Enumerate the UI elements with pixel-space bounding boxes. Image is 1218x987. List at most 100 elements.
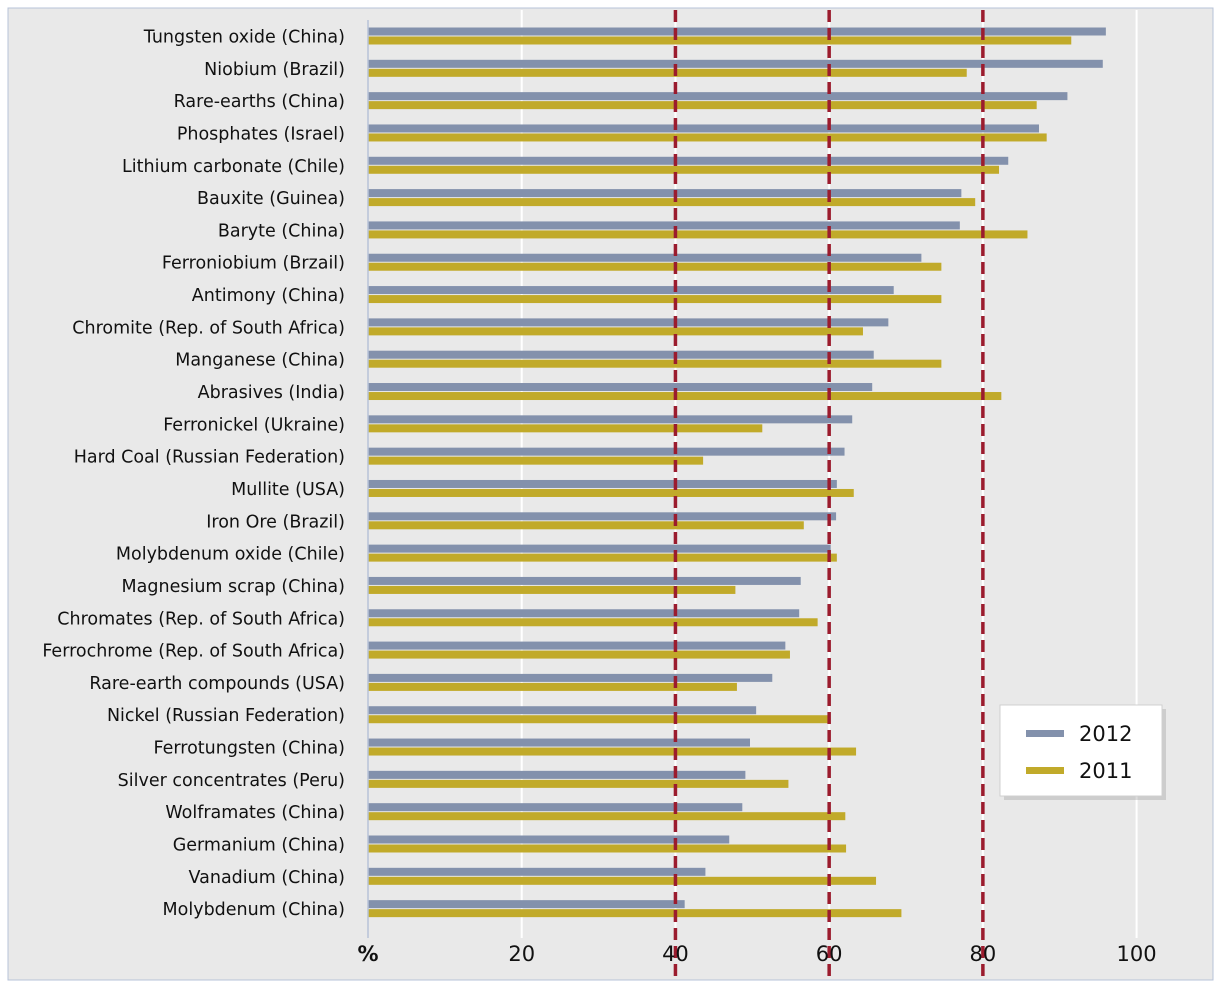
bar-2012 <box>368 867 706 876</box>
category-label: Chromates (Rep. of South Africa) <box>57 609 345 629</box>
legend-label-2012: 2012 <box>1079 722 1132 746</box>
bar-2011 <box>368 295 942 304</box>
bar-2012 <box>368 673 773 682</box>
bar-2011 <box>368 230 1028 239</box>
bar-2011 <box>368 456 704 465</box>
bar-2011 <box>368 133 1047 142</box>
bar-2012 <box>368 156 1009 165</box>
x-axis-unit-label: % <box>357 942 378 966</box>
x-tick-label: 20 <box>508 942 535 966</box>
category-label: Bauxite (Guinea) <box>197 189 345 209</box>
category-label: Chromite (Rep. of South Africa) <box>72 318 345 338</box>
legend-swatch-2012 <box>1026 730 1064 737</box>
bar-2011 <box>368 392 1002 401</box>
bar-2011 <box>368 488 854 497</box>
bar-2012 <box>368 641 786 650</box>
bar-2011 <box>368 101 1037 110</box>
category-label: Magnesium scrap (China) <box>122 577 345 597</box>
bar-2011 <box>368 844 847 853</box>
bar-2011 <box>368 198 976 207</box>
bar-2012 <box>368 221 960 230</box>
bar-2012 <box>368 738 750 747</box>
bar-2012 <box>368 350 874 359</box>
bar-2012 <box>368 92 1068 101</box>
category-labels: Tungsten oxide (China) Niobium (Brazil) Ra… <box>42 28 345 921</box>
bar-2011 <box>368 876 877 885</box>
category-label: Rare-earth compounds (USA) <box>89 674 345 694</box>
category-label: Manganese (China) <box>175 351 345 371</box>
bar-2012 <box>368 253 922 262</box>
legend: 2012 2011 <box>999 704 1166 800</box>
bar-2011 <box>368 682 737 691</box>
bar-2012 <box>368 59 1103 68</box>
category-label: Phosphates (Israel) <box>177 124 345 144</box>
category-label: Tungsten oxide (China) <box>143 28 345 48</box>
bar-2011 <box>368 36 1072 45</box>
bar-2012 <box>368 415 853 424</box>
bar-2012 <box>368 383 873 392</box>
category-label: Iron Ore (Brazil) <box>206 512 345 532</box>
bar-2011 <box>368 618 818 627</box>
category-label: Ferronickel (Ukraine) <box>163 415 345 435</box>
category-label: Abrasives (India) <box>198 383 345 403</box>
bar-2011 <box>368 715 828 724</box>
bar-2011 <box>368 553 837 562</box>
category-label: Ferroniobium (Brzail) <box>162 254 345 274</box>
category-label: Baryte (China) <box>218 221 345 241</box>
bar-2011 <box>368 812 846 821</box>
bar-2011 <box>368 585 736 594</box>
bar-2012 <box>368 447 845 456</box>
bar-2011 <box>368 747 857 756</box>
category-label: Vanadium (China) <box>189 868 345 888</box>
bar-2012 <box>368 706 757 715</box>
bar-2012 <box>368 318 889 327</box>
bar-2011 <box>368 68 967 77</box>
category-label: Nickel (Russian Federation) <box>107 706 345 726</box>
category-label: Mullite (USA) <box>231 480 345 500</box>
bar-2012 <box>368 576 801 585</box>
bar-2012 <box>368 803 743 812</box>
bar-2012 <box>368 770 746 779</box>
category-label: Ferrotungsten (China) <box>154 739 345 759</box>
bar-2012 <box>368 286 894 295</box>
legend-box <box>999 704 1163 797</box>
category-label: Rare-earths (China) <box>174 92 345 112</box>
bar-2012 <box>368 479 837 488</box>
bar-2012 <box>368 27 1106 36</box>
bar-2011 <box>368 650 790 659</box>
x-tick-label: 100 <box>1117 942 1157 966</box>
x-tick-label: 60 <box>816 942 843 966</box>
bar-2011 <box>368 262 942 271</box>
category-label: Silver concentrates (Peru) <box>118 771 345 791</box>
bar-2012 <box>368 544 831 553</box>
category-label: Molybdenum oxide (Chile) <box>116 545 345 565</box>
category-label: Germanium (China) <box>173 836 345 856</box>
legend-label-2011: 2011 <box>1079 759 1132 783</box>
bar-2011 <box>368 327 863 336</box>
x-axis: % 20 40 60 80 100 <box>357 20 1157 966</box>
bar-2012 <box>368 124 1039 133</box>
category-label: Wolframates (China) <box>165 803 345 823</box>
bar-2012 <box>368 835 730 844</box>
bars <box>368 27 1106 918</box>
category-label: Hard Coal (Russian Federation) <box>74 448 345 468</box>
category-label: Lithium carbonate (Chile) <box>122 157 345 177</box>
category-label: Molybdenum (China) <box>163 900 345 920</box>
bar-2011 <box>368 359 942 368</box>
bar-2011 <box>368 165 1000 174</box>
category-label: Antimony (China) <box>192 286 345 306</box>
bar-2012 <box>368 609 800 618</box>
category-label: Ferrochrome (Rep. of South Africa) <box>42 642 345 662</box>
category-label: Niobium (Brazil) <box>204 60 345 80</box>
x-tick-label: 80 <box>970 942 997 966</box>
bar-2012 <box>368 189 962 198</box>
x-tick-label: 40 <box>662 942 689 966</box>
bar-2011 <box>368 779 789 788</box>
bar-2012 <box>368 512 837 521</box>
bar-2011 <box>368 424 763 433</box>
bar-2011 <box>368 521 804 530</box>
bar-2011 <box>368 909 902 918</box>
legend-swatch-2011 <box>1026 767 1064 774</box>
